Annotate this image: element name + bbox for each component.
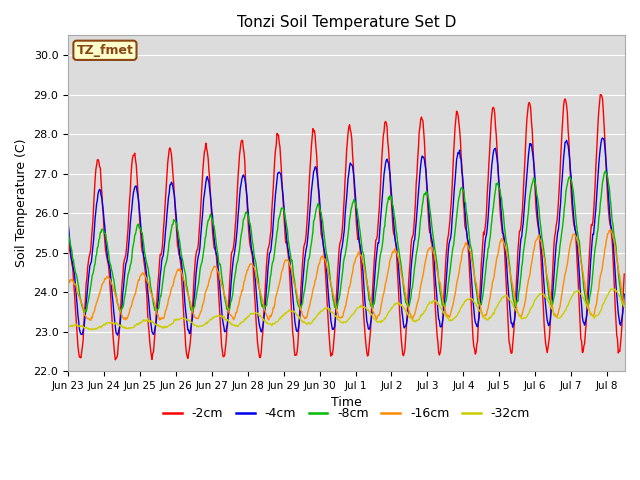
Legend: -2cm, -4cm, -8cm, -16cm, -32cm: -2cm, -4cm, -8cm, -16cm, -32cm [158,402,535,425]
-16cm [323,265,331,271]
-16cm [87,317,95,323]
Line: -8cm: -8cm [68,171,624,312]
-32cm [143,318,150,324]
-16cm [477,309,485,314]
-4cm [143,274,150,279]
-16cm [302,315,310,321]
-32cm [610,286,618,292]
-16cm [620,300,628,306]
-2cm [620,271,628,277]
-2cm [464,241,472,247]
-16cm [64,282,72,288]
-32cm [464,296,472,302]
-16cm [607,227,614,233]
-8cm [67,241,74,247]
-4cm [620,291,628,297]
-8cm [477,302,485,308]
Line: -32cm: -32cm [68,289,624,330]
-8cm [323,253,331,259]
-8cm [302,276,310,282]
Text: TZ_fmet: TZ_fmet [77,44,133,57]
-8cm [143,260,150,266]
-4cm [598,135,606,141]
-2cm [143,291,150,297]
-32cm [67,324,74,329]
Line: -2cm: -2cm [68,95,624,360]
-2cm [323,300,331,306]
-8cm [464,220,472,226]
-32cm [620,304,628,310]
Line: -16cm: -16cm [68,230,624,320]
-4cm [464,238,472,243]
-2cm [67,252,74,257]
-16cm [67,276,74,282]
-32cm [64,324,72,329]
Y-axis label: Soil Temperature (C): Soil Temperature (C) [15,139,28,267]
-2cm [477,262,485,267]
-16cm [464,243,472,249]
-8cm [81,310,88,315]
-8cm [602,168,609,174]
-8cm [620,301,628,307]
-2cm [596,92,604,97]
-4cm [302,246,310,252]
-2cm [302,231,310,237]
-2cm [111,357,119,362]
-4cm [67,244,74,250]
-4cm [114,332,122,338]
-2cm [64,227,72,233]
-4cm [477,287,485,293]
-8cm [64,228,72,234]
-4cm [323,275,331,280]
-32cm [302,321,310,326]
X-axis label: Time: Time [332,396,362,409]
Line: -4cm: -4cm [68,138,624,335]
Title: Tonzi Soil Temperature Set D: Tonzi Soil Temperature Set D [237,15,456,30]
-32cm [88,327,96,333]
-16cm [143,277,150,283]
-32cm [323,305,331,311]
-32cm [477,310,485,316]
-4cm [64,221,72,227]
